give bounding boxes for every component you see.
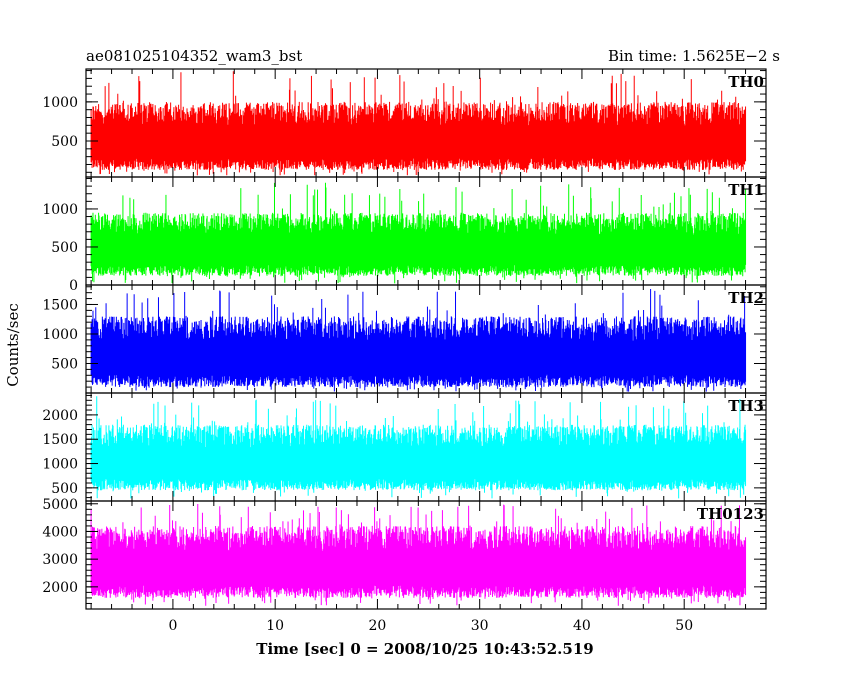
y-tick-label: 4000 [42,524,78,540]
series-th2-trace [90,289,747,392]
y-tick-label: 1000 [42,95,78,111]
x-tick-label: 10 [266,618,284,634]
x-tick-label: 40 [573,618,591,634]
y-tick-label: 500 [51,240,78,256]
panel-th1: 0 500 1000 TH1 [42,176,767,294]
chart-title-left: ae081025104352_wam3_bst [86,47,302,65]
y-tick-label: 5000 [42,497,78,513]
chart-title-right: Bin time: 1.5625E−2 s [608,47,780,65]
y-tick-label: 2000 [42,408,78,424]
panel-label-th0123: TH0123 [697,505,764,523]
x-tick-label: 0 [168,618,177,634]
x-tick-label: 30 [471,618,489,634]
panel-th2: 500 1000 1500 TH2 [42,284,767,394]
series-th1-trace [90,182,747,284]
x-tick-label: 20 [369,618,387,634]
panel-th0: 500 1000 TH0 [42,68,767,178]
y-tick-label: 1500 [42,297,78,313]
series-th3-trace [90,396,747,499]
panel-th0123: 2000 3000 4000 5000 TH0123 [42,497,767,610]
y-tick-label: 1000 [42,202,78,218]
x-axis-label: Time [sec] 0 = 2008/10/25 10:43:52.519 [256,640,593,658]
x-tick-label: 50 [675,618,693,634]
y-tick-label: 0 [69,278,78,294]
panel-th3: 500 1000 1500 2000 TH3 [42,392,767,502]
panel-label-th2: TH2 [728,289,764,307]
y-tick-label: 3000 [42,552,78,568]
y-tick-label: 1500 [42,432,78,448]
y-tick-label: 1000 [42,457,78,473]
y-tick-label: 500 [51,481,78,497]
series-th0123-trace [90,504,747,606]
y-tick-label: 2000 [42,580,78,596]
panel-frame [85,500,767,610]
panel-label-th3: TH3 [728,397,764,415]
y-tick-label: 1000 [42,327,78,343]
panel-label-th0: TH0 [728,73,764,91]
series-th0-trace [90,71,747,176]
y-tick-label: 500 [51,134,78,150]
y-tick-label: 500 [51,356,78,372]
y-axis-label: Counts/sec [4,303,22,387]
panel-label-th1: TH1 [728,181,764,199]
